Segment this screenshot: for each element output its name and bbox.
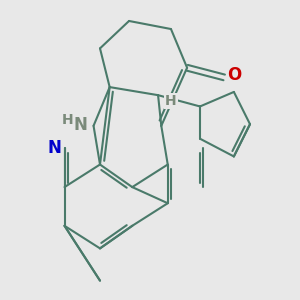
Text: H: H	[61, 113, 73, 127]
Text: H: H	[165, 94, 177, 108]
Text: N: N	[48, 140, 62, 158]
Text: O: O	[227, 66, 242, 84]
Text: N: N	[73, 116, 87, 134]
